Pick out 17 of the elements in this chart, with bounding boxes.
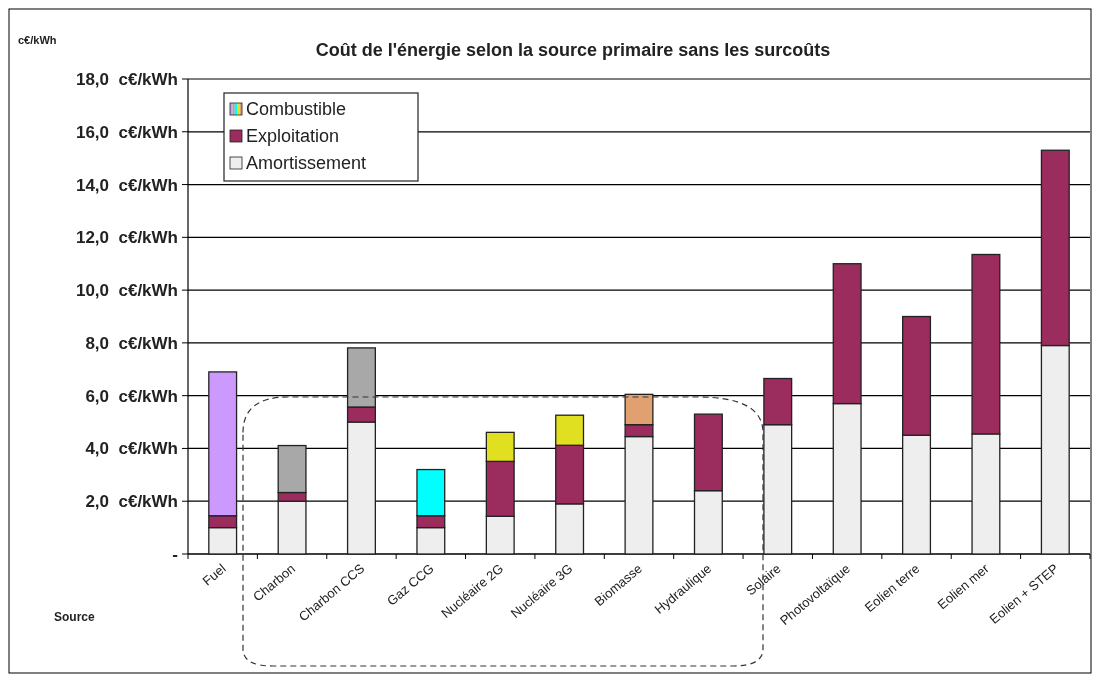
x-axis-title: Source [54, 610, 96, 624]
legend-label: Exploitation [246, 126, 340, 146]
legend-label: Combustible [246, 99, 347, 119]
chart-title: Coût de l'énergie selon la source primaire sans les surcoûts [315, 40, 831, 60]
y-tick-label: 4,0 c€/kWh [85, 439, 178, 459]
x-tick-label: Gaz CCG [383, 560, 437, 609]
y-tick-label: - [172, 545, 178, 564]
y-tick-label: 18,0 c€/kWh [75, 70, 178, 89]
y-tick-label: 16,0 c€/kWh [75, 122, 178, 142]
y-tick-label: 6,0 c€/kWh [85, 386, 178, 406]
y-tick-label: 14,0 c€/kWh [75, 175, 178, 195]
y-tick-label: 2,0 c€/kWh [85, 492, 178, 512]
y-tick-label: 8,0 c€/kWh [85, 333, 178, 353]
y-tick-label: 12,0 c€/kWh [75, 228, 178, 248]
y-axis-title: c€/kWh [18, 34, 57, 46]
legend-label: Amortissement [246, 153, 367, 173]
y-tick-label: 10,0 c€/kWh [75, 281, 178, 301]
